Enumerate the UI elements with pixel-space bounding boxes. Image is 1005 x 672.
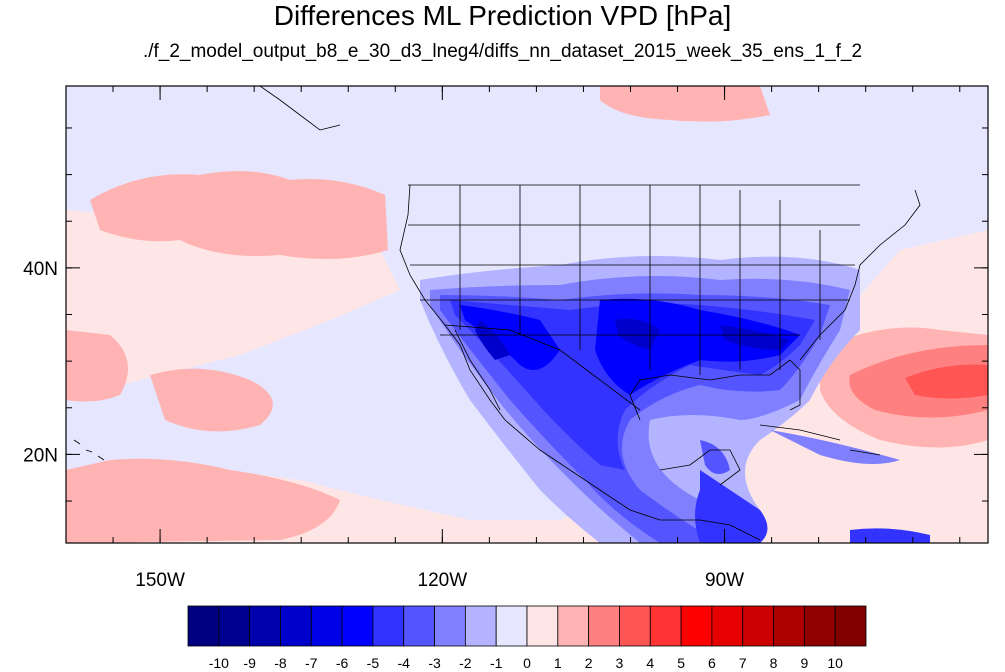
colorbar-label: -3 <box>428 655 441 671</box>
baja <box>454 329 501 411</box>
colorbar-label: 4 <box>646 655 654 671</box>
colorbar-swatch <box>464 605 497 647</box>
pink-patch-midpacific <box>150 368 273 432</box>
alaska-coast <box>259 86 341 131</box>
cuba <box>759 424 841 441</box>
colorbar-swatch <box>588 605 620 647</box>
colorbar-swatch <box>742 605 774 647</box>
blue-region-6c <box>720 325 790 350</box>
states-grid <box>408 185 860 375</box>
chart-subtitle: ./f_2_model_output_b8_e_30_d3_lneg4/diff… <box>142 41 863 62</box>
us-east-coast <box>799 189 921 361</box>
hispaniola <box>849 449 881 456</box>
colorbar-label: -4 <box>398 655 411 671</box>
us-mexico-border <box>444 324 641 411</box>
colorbar-swatch <box>218 605 251 647</box>
colorbar-swatch <box>557 605 590 647</box>
blue-region-5 <box>460 305 560 370</box>
hawaii-islands <box>73 439 105 461</box>
map-field <box>66 86 988 543</box>
blue-central-america <box>695 470 768 543</box>
colorbar-swatch <box>310 605 343 647</box>
colorbar-label: 8 <box>770 655 778 671</box>
colorbar-label: 10 <box>827 655 843 671</box>
coastlines <box>73 86 921 541</box>
colorbar-label: 6 <box>708 655 716 671</box>
axis-ticks: 150W 120W 90W 40N 20N <box>23 86 988 591</box>
x-tick-label: 120W <box>418 570 468 591</box>
colorbar-swatch <box>526 605 559 647</box>
colorbar-swatch <box>711 605 744 647</box>
mexico-west <box>504 419 761 541</box>
chart-title: Differences ML Prediction VPD [hPa] <box>273 0 732 31</box>
colorbar-label: -2 <box>459 655 472 671</box>
colorbar-label: -5 <box>367 655 380 671</box>
colorbar-label: 3 <box>616 655 624 671</box>
blue-south-edge <box>850 528 930 543</box>
colorbar-label: 0 <box>523 655 531 671</box>
pink-patch-hawaii <box>66 470 110 510</box>
blue-region-6b <box>615 318 660 350</box>
colorbar-swatch <box>773 605 805 647</box>
colorbar-label: 7 <box>739 655 747 671</box>
colorbar-swatch <box>341 605 374 647</box>
colorbar-swatch <box>619 605 651 647</box>
colorbar-label: -7 <box>305 655 318 671</box>
pink-patch-canada <box>600 86 770 122</box>
red-atlantic-core <box>905 364 988 399</box>
colorbar-label: -10 <box>209 655 229 671</box>
colorbar-swatch <box>649 605 682 647</box>
blue-caribbean-islands <box>770 430 900 464</box>
colorbar-label: -8 <box>274 655 287 671</box>
colorbar-swatch <box>495 605 528 647</box>
pink-patch-southpacific <box>66 458 340 543</box>
colorbar-label: 5 <box>677 655 685 671</box>
pink-patch-westpacific <box>66 330 128 402</box>
pink-patch-northpacific <box>90 171 388 259</box>
colorbar-swatch <box>249 605 281 647</box>
colorbar-label: 1 <box>554 655 562 671</box>
colorbar-swatch <box>187 605 220 647</box>
colorbar-swatch <box>372 605 405 647</box>
blue-region-6 <box>475 320 510 360</box>
colorbar-label: -1 <box>490 655 503 671</box>
colorbar-swatch <box>834 605 867 647</box>
colorbar-label: -9 <box>243 655 256 671</box>
us-west-coast <box>399 184 506 421</box>
x-tick-label: 90W <box>705 570 744 591</box>
gulf-coast <box>629 359 801 421</box>
colorbar-label: 2 <box>585 655 593 671</box>
colorbar-label: 9 <box>800 655 808 671</box>
colorbar-swatch <box>280 605 312 647</box>
blue-yucatan <box>700 440 730 474</box>
colorbar-swatch <box>680 605 713 647</box>
colorbar-swatch <box>434 605 466 647</box>
colorbar-swatch <box>803 605 836 647</box>
x-tick-label: 150W <box>135 570 185 591</box>
colorbar-label: -6 <box>336 655 349 671</box>
yucatan <box>659 449 741 486</box>
colorbar-swatch <box>403 605 435 647</box>
y-tick-label: 40N <box>23 259 58 280</box>
colorbar: -10 -9 -8 -7 -6 -5 -4 -3 -2 -1 0 1 2 3 4 5 6 7 8 9 10 <box>187 605 867 671</box>
y-tick-label: 20N <box>23 445 58 466</box>
